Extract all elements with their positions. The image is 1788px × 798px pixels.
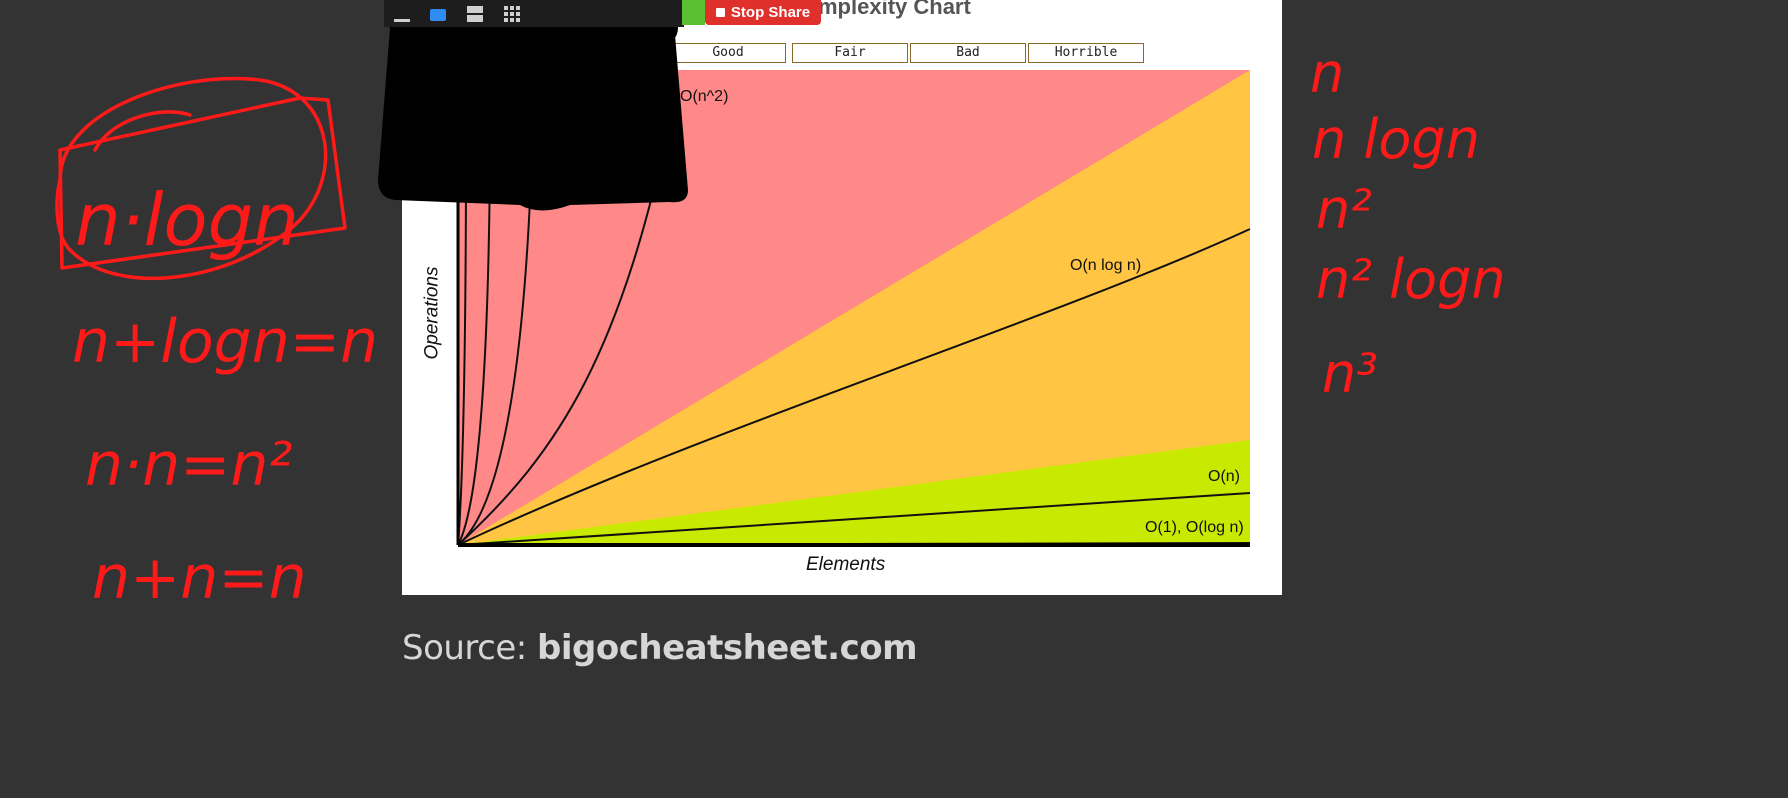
label-o-1-o-log-n: O(1), O(log n) [1145,519,1244,536]
region-good [458,440,1250,545]
curve-steep [457,149,467,546]
label-o-n-log-n: O(n log n) [1070,257,1142,274]
source-caption: Source: bigocheatsheet.com [402,628,918,668]
annotation-left-3: n·n=n² [85,430,292,500]
legend-bad: Bad [910,43,1026,63]
annotation-arc [93,110,192,152]
annotation-left-4: n+n=n [92,543,307,613]
layout-icon[interactable] [465,4,485,24]
chart-card [402,0,1282,595]
x-axis-title: Elements [806,554,886,575]
curve-o-n-factorial [457,149,491,546]
legend-fair: Fair [792,43,908,63]
stop-share-button[interactable]: Stop Share [705,0,821,25]
region-bad [458,70,1250,545]
meeting-toolbar [384,0,684,27]
redaction-blob [378,10,688,211]
y-axis-title: Operations [421,266,443,360]
curve-o-2-n [457,149,533,546]
source-prefix: Source: [402,628,538,668]
chart-title: mplexity Chart [818,0,971,19]
annotation-right-2: n logn [1312,108,1480,171]
curve-o-n-log-n [457,228,1251,546]
minimize-icon[interactable] [392,4,412,24]
source-site: bigocheatsheet.com [537,628,918,668]
annotation-right-4: n² logn [1316,248,1506,311]
label-o-n: O(n) [1208,468,1240,485]
label-o-n-squared: O(n^2) [680,88,729,105]
annotation-ellipse [55,76,328,281]
grid-icon[interactable] [502,4,522,24]
annotation-rectangle [58,96,347,270]
annotation-left-1: n·logn [75,178,299,262]
window-icon[interactable] [428,4,448,24]
stop-share-label: Stop Share [730,4,811,21]
sharing-indicator [682,0,705,25]
legend-horrible: Horrible [1028,43,1144,63]
annotation-right-3: n² [1316,178,1372,241]
curve-o-n [457,492,1251,546]
annotation-left-2: n+logn=n [72,307,378,377]
stop-icon [715,8,725,17]
annotation-right-5: n³ [1322,342,1378,405]
annotation-right-1: n [1310,42,1344,105]
